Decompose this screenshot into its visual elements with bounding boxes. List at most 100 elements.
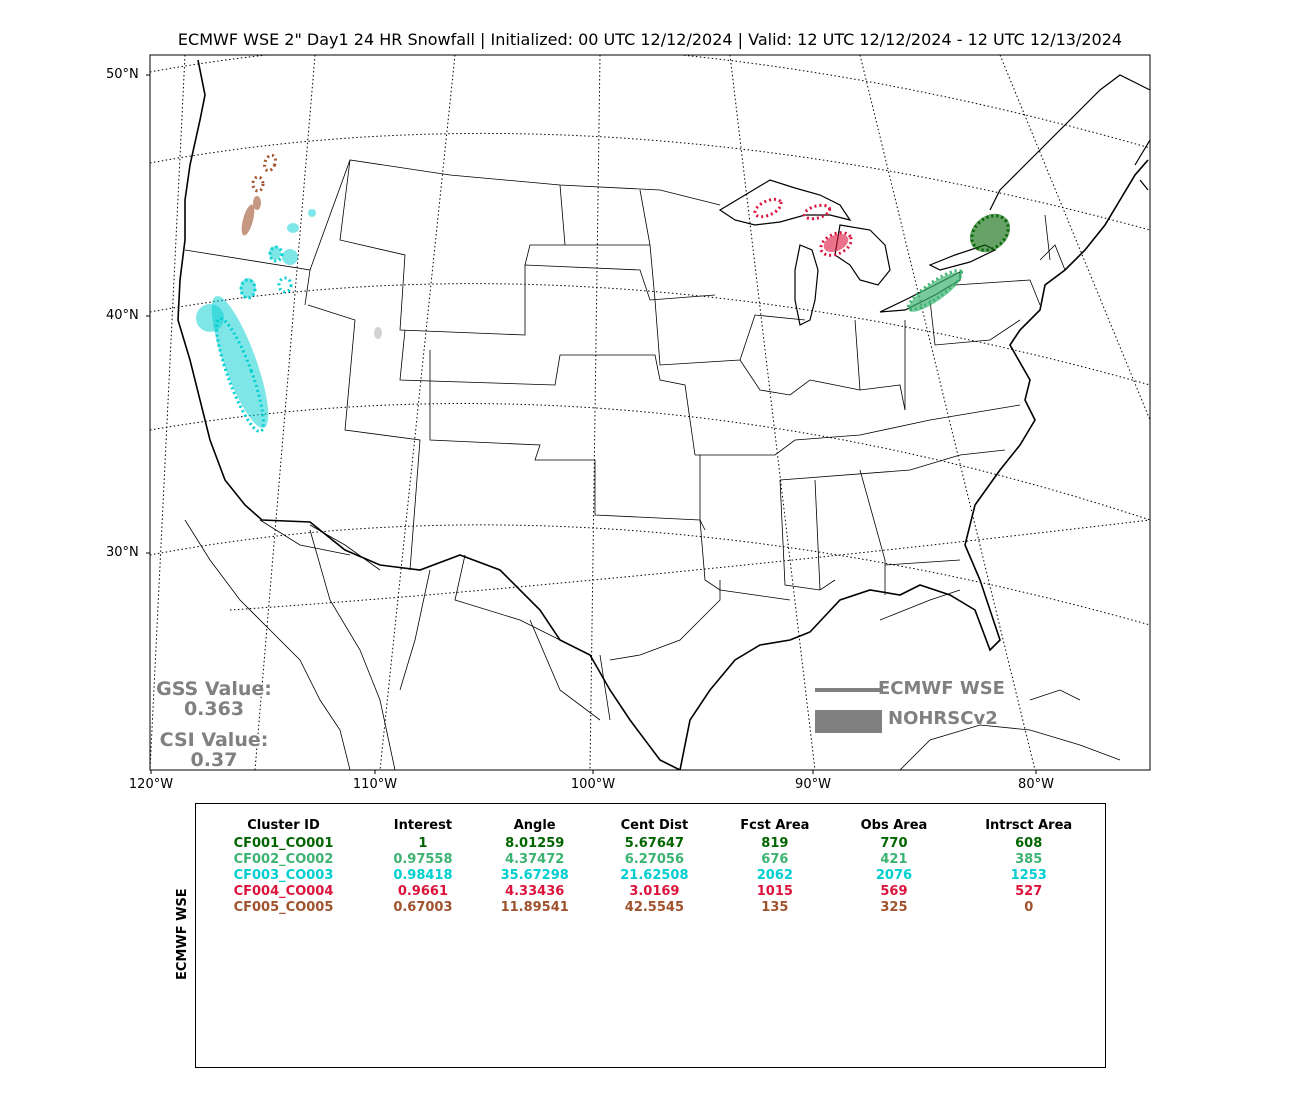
cell-cluster-id: CF004_CO004 [233,884,334,899]
cell-intrsct-area: 527 [1015,884,1043,899]
cell-cent-dist: 3.0169 [629,884,680,899]
obs-cluster-5b [253,196,261,210]
cell-cent-dist: 5.67647 [624,836,684,851]
graticule-lat-45 [150,132,1150,231]
graticule-lat-35 [150,403,1150,521]
lon-label-110: 110°W [352,777,398,792]
graticule-lon-70 [999,55,1150,421]
cell-cent-dist: 21.62508 [620,868,689,883]
lake-superior [718,179,852,226]
us-outline [177,59,1149,770]
table-row: CF002_CO002 0.97558 4.37472 6.27056 676 … [196,852,1105,868]
cell-interest: 0.97558 [393,852,453,867]
header-interest: Interest [393,817,453,833]
state-boundaries [184,159,1121,770]
map-background [150,55,1150,770]
legend-line-label: ECMWF WSE [878,678,1005,699]
cell-obs-area: 2076 [875,868,913,883]
latitude-graticule [150,55,1150,626]
header-cluster-id: Cluster ID [247,817,320,833]
legend-fill-swatch [815,710,882,733]
table-row: CF003_CO003 0.98418 35.67298 21.62508 20… [196,868,1105,884]
header-cent-dist: Cent Dist [620,817,689,833]
lat-label-50: 50°N [106,67,139,82]
fcst-cluster-5a [263,153,277,173]
cluster-stats-table: Cluster ID Interest Angle Cent Dist Fcst… [195,803,1106,1068]
cluster-table: Cluster ID Interest Angle Cent Dist Fcst… [196,814,1105,916]
cell-obs-area: 770 [880,836,908,851]
cell-fcst-area: 135 [761,900,789,915]
table-side-label: ECMWF WSE [175,888,190,980]
header-fcst-area: Fcst Area [740,817,810,833]
graticule-lat-40 [150,283,1150,386]
obs-cluster-3d [282,249,298,265]
chart-title: ECMWF WSE 2" Day1 24 HR Snowfall | Initi… [177,30,1123,49]
graticule-lon-120 [150,55,186,770]
cell-fcst-area: 1015 [756,884,793,899]
cell-angle: 8.01259 [505,836,565,851]
graticule-lon-90 [729,55,816,770]
lon-label-100: 100°W [570,777,616,792]
header-angle: Angle [513,817,556,833]
legend-fill-label: NOHRSCv2 [888,708,998,729]
fcst-cluster-3d [268,245,284,263]
lat-label-40: 40°N [106,308,139,323]
csi-label: CSI Value: [159,729,269,751]
cell-interest: 0.67003 [393,900,453,915]
cell-cluster-id: CF001_CO001 [233,836,334,851]
lat-label-30: 30°N [106,545,139,560]
graticule-lat-28 [229,519,1150,611]
fcst-cluster-2 [906,269,964,311]
map-frame [149,54,1151,771]
obs-cluster-4 [823,233,849,253]
cell-intrsct-area: 608 [1015,836,1043,851]
lake-huron [834,224,891,286]
header-obs-area: Obs Area [860,817,928,833]
lon-label-120: 120°W [128,777,174,792]
lake-ontario [928,244,997,271]
obs-cluster-5a [241,204,255,236]
fcst-cluster-3b [239,278,257,300]
cell-interest: 0.98418 [393,868,453,883]
cell-cluster-id: CF002_CO002 [233,852,334,867]
obs-cluster-3c [240,278,256,298]
obs-cluster-3a [211,295,269,429]
map-canvas [146,54,1151,774]
graticule-lon-80 [859,55,1036,770]
fcst-cluster-3a [215,316,265,434]
fcst-cluster-3c [277,276,293,294]
cell-interest: 1 [418,836,428,851]
obs-cluster-2 [908,272,962,312]
gss-label: GSS Value: [156,678,272,700]
cell-cent-dist: 6.27056 [624,852,684,867]
fcst-cluster-4a [819,231,853,257]
fcst-cluster-4c [802,203,832,221]
cell-cluster-id: CF005_CO005 [233,900,334,915]
obs-cluster-3f [308,209,316,217]
lon-label-90: 90°W [795,777,831,792]
fcst-cluster-5b [251,175,265,193]
table-row: CF001_CO001 1 8.01259 5.67647 819 770 60… [196,836,1105,852]
cell-angle: 4.33436 [505,884,565,899]
cell-cluster-id: CF003_CO003 [233,868,334,883]
obs-cluster-3b [196,304,224,332]
cell-obs-area: 569 [880,884,908,899]
cell-angle: 35.67298 [500,868,569,883]
cell-angle: 11.89541 [500,900,569,915]
lake-michigan [794,244,819,326]
cell-intrsct-area: 385 [1015,852,1043,867]
cell-cent-dist: 42.5545 [624,900,684,915]
cell-fcst-area: 2062 [756,868,793,883]
graticule-lat-50 [150,55,1150,149]
cell-angle: 4.37472 [505,852,565,867]
table-row: CF005_CO005 0.67003 11.89541 42.5545 135… [196,900,1105,916]
obs-cluster-unmatched [374,327,382,339]
header-intrsct-area: Intrsct Area [985,817,1073,833]
longitude-graticule [150,55,1150,770]
cell-fcst-area: 819 [761,836,789,851]
axis-ticks [146,74,1037,774]
lon-label-80: 80°W [1018,777,1054,792]
gss-value: 0.363 [183,698,245,720]
fcst-cluster-4b [753,197,783,219]
table-row: CF004_CO004 0.9661 4.33436 3.0169 1015 5… [196,884,1105,900]
